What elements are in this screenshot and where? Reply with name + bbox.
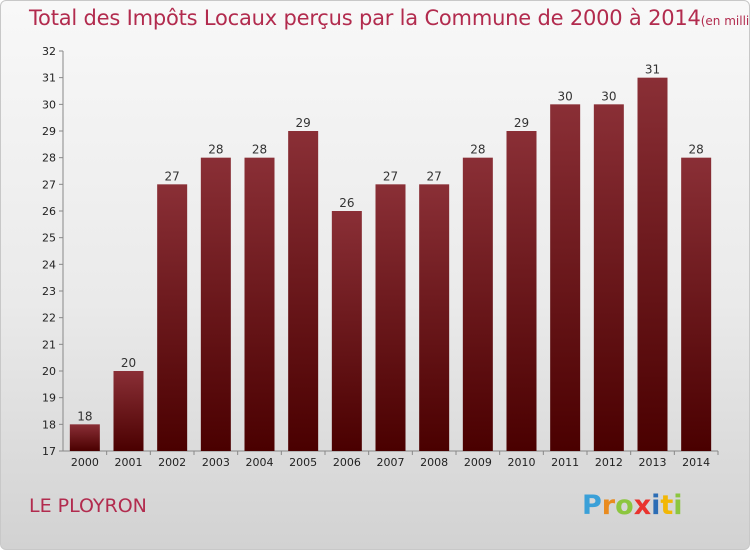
x-tick-label: 2006: [333, 456, 361, 469]
y-tick-label: 26: [42, 205, 56, 218]
bar: [375, 184, 406, 452]
logo-letter: i: [673, 490, 683, 521]
bar: [288, 131, 319, 451]
logo-letter: t: [660, 490, 674, 521]
bar: [506, 131, 537, 451]
bar: [69, 424, 100, 451]
x-tick-label: 2009: [464, 456, 492, 469]
x-tick-label: 2001: [115, 456, 143, 469]
bar: [331, 211, 362, 451]
y-tick-label: 31: [42, 72, 56, 85]
data-label: 28: [208, 143, 223, 157]
bar: [462, 157, 493, 451]
x-tick-label: 2008: [420, 456, 448, 469]
data-label: 20: [121, 356, 136, 370]
logo-letter: r: [601, 490, 616, 521]
data-label: 31: [645, 63, 660, 77]
data-label: 28: [252, 143, 267, 157]
y-tick-label: 19: [42, 392, 56, 405]
bar: [157, 184, 188, 452]
unit-note: (en milliers d'€): [700, 14, 750, 28]
data-label: 27: [165, 169, 180, 183]
y-tick-label: 20: [42, 365, 56, 378]
logo-letter: P: [582, 490, 602, 521]
y-tick-label: 24: [42, 258, 56, 271]
data-labels: 18 20 27 28 28 29 26 27 27 28 29 30 30 31 28: [77, 63, 704, 424]
logo-letter: o: [615, 490, 634, 521]
y-tick-label: 28: [42, 152, 56, 165]
y-tick-label: 29: [42, 125, 56, 138]
bar: [593, 104, 624, 451]
commune-name: LE PLOYRON: [29, 495, 147, 517]
y-tick-label: 22: [42, 312, 56, 325]
data-label: 29: [296, 116, 311, 130]
x-axis: 2000 2001 2002 2003 2004 2005 2006 2007 2008 2009…: [63, 450, 719, 469]
y-tick-label: 17: [42, 445, 56, 458]
data-label: 28: [689, 143, 704, 157]
chart-title: Total des Impôts Locaux perçus par la Co…: [29, 6, 750, 30]
x-tick-label: 2000: [71, 456, 99, 469]
y-tick-label: 30: [42, 98, 56, 111]
y-tick-label: 32: [42, 45, 56, 58]
x-tick-label: 2003: [202, 456, 230, 469]
y-tick-label: 23: [42, 285, 56, 298]
bar: [637, 77, 668, 452]
x-tick-label: 2012: [595, 456, 623, 469]
x-tick-label: 2004: [246, 456, 274, 469]
data-label: 30: [601, 89, 616, 103]
x-tick-label: 2007: [377, 456, 405, 469]
x-tick-label: 2002: [158, 456, 186, 469]
y-axis: 17 18 19 20 21 22 23 24 25 26 27 28 29 30 31 32: [42, 45, 64, 458]
bar: [113, 371, 144, 451]
bar: [419, 184, 450, 452]
data-label: 18: [77, 409, 92, 423]
bar: [200, 157, 231, 451]
y-tick-label: 27: [42, 178, 56, 191]
data-label: 26: [339, 196, 354, 210]
x-tick-label: 2013: [639, 456, 667, 469]
bar: [681, 157, 712, 451]
x-tick-label: 2010: [508, 456, 536, 469]
data-label: 30: [558, 89, 573, 103]
logo-letter: i: [651, 490, 661, 521]
y-tick-label: 18: [42, 418, 56, 431]
bar: [550, 104, 581, 451]
logo-letter: x: [633, 490, 652, 521]
y-tick-label: 25: [42, 232, 56, 245]
y-tick-label: 21: [42, 338, 56, 351]
bar: [244, 157, 275, 451]
data-label: 29: [514, 116, 529, 130]
title-text: Total des Impôts Locaux perçus par la Co…: [29, 6, 701, 30]
bars: [69, 77, 712, 452]
x-tick-label: 2011: [551, 456, 579, 469]
data-label: 27: [383, 169, 398, 183]
data-label: 27: [427, 169, 442, 183]
data-label: 28: [470, 143, 485, 157]
x-tick-label: 2014: [682, 456, 710, 469]
x-tick-label: 2005: [289, 456, 317, 469]
proxiti-logo: Proxiti: [582, 490, 683, 521]
